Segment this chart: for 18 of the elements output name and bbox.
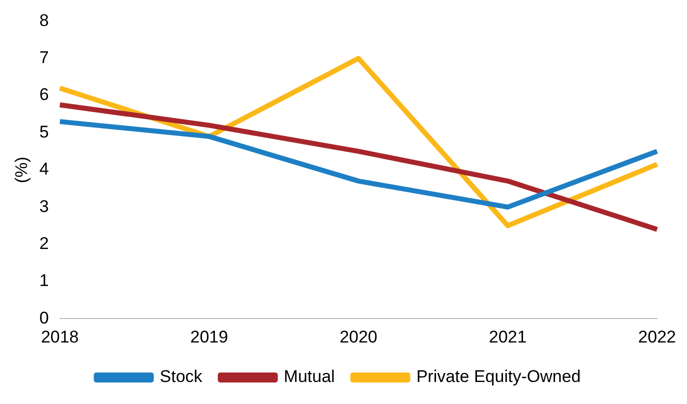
x-tick-label: 2019 — [190, 327, 228, 346]
y-tick-label: 4 — [39, 160, 49, 179]
y-axis-title: (%) — [12, 156, 31, 184]
legend-label: Stock — [160, 367, 203, 386]
x-tick-label: 2020 — [340, 327, 378, 346]
y-tick-label: 1 — [39, 271, 49, 290]
x-tick-label: 2022 — [638, 327, 676, 346]
x-tick-label: 2018 — [40, 327, 79, 346]
y-tick-label: 3 — [39, 196, 49, 216]
y-tick-label: 8 — [39, 10, 49, 30]
x-tick-label: 2021 — [488, 327, 527, 346]
y-tick-label: 5 — [39, 122, 49, 142]
y-tick-label: 0 — [39, 308, 49, 328]
legend-label: Private Equity-Owned — [416, 367, 581, 386]
legend-label: Mutual — [284, 367, 335, 386]
y-tick-label: 2 — [39, 234, 49, 253]
y-tick-label: 6 — [39, 85, 49, 104]
y-tick-label: 7 — [39, 48, 49, 68]
